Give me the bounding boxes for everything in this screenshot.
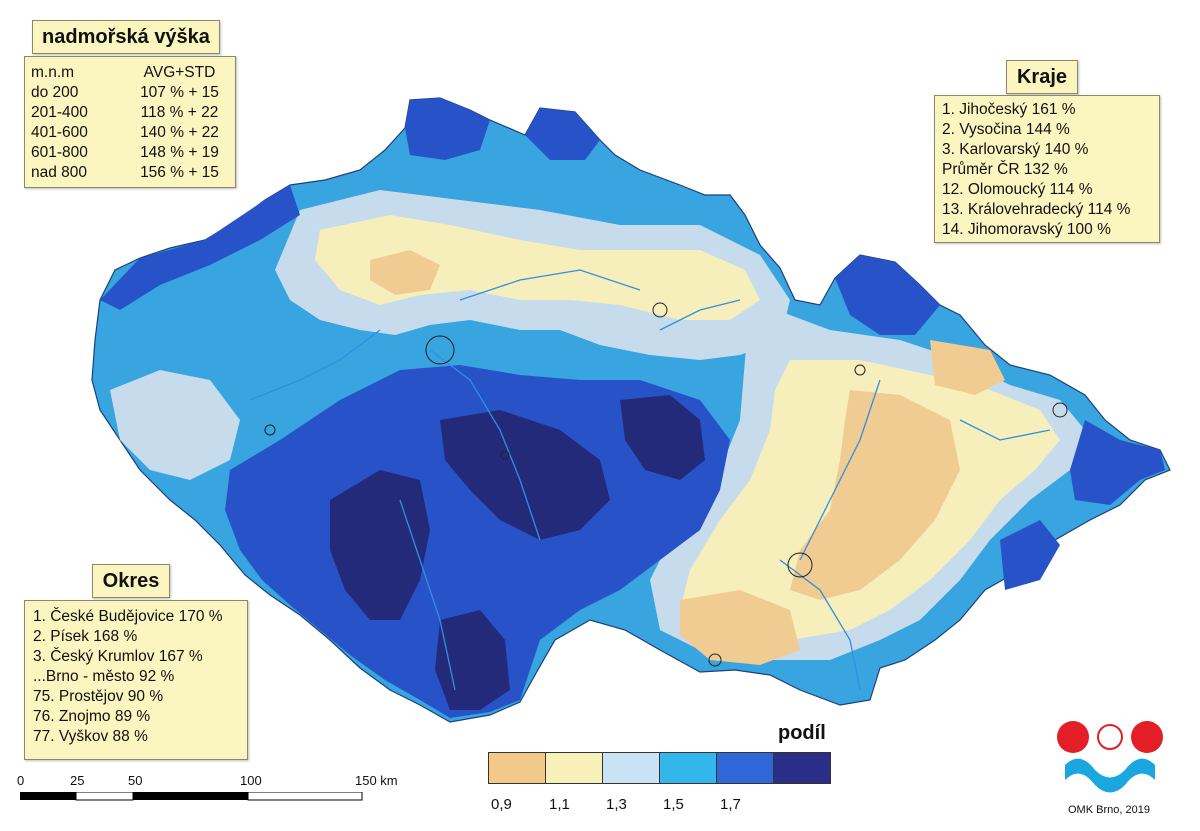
altitude-title-text: nadmořská výška: [42, 26, 210, 48]
logo-circle-left: [1057, 721, 1089, 753]
zone-tan-3: [680, 590, 800, 665]
logo-wave: [1065, 758, 1155, 793]
legend-swatch: [545, 752, 603, 784]
legend-swatch: [488, 752, 546, 784]
district-row: 1. České Budějovice 170 %: [33, 608, 223, 625]
altitude-header-row: m.n.m AVG+STD: [31, 63, 235, 83]
scale-label: 25: [70, 773, 85, 788]
region-row: 14. Jihomoravský 100 %: [942, 221, 1111, 238]
zone-beskydy-2: [1000, 520, 1060, 590]
region-row: 3. Karlovarský 140 %: [942, 141, 1089, 158]
legend-label: 0,9: [491, 796, 512, 813]
altitude-header-col1: m.n.m: [31, 64, 75, 81]
region-row: 2. Vysočina 144 %: [942, 121, 1070, 138]
altitude-range: do 200: [31, 84, 79, 101]
zone-tan-1: [370, 250, 440, 295]
legend-label: 1,1: [549, 796, 570, 813]
scale-label: 100: [240, 773, 262, 788]
credit-text: OMK Brno, 2019: [1068, 804, 1150, 816]
altitude-value: 156 % + 15: [140, 164, 219, 181]
region-row: 1. Jihočeský 161 %: [942, 101, 1076, 118]
legend-swatch: [773, 752, 831, 784]
altitude-range: 201-400: [31, 104, 88, 121]
altitude-range: nad 800: [31, 164, 88, 181]
altitude-range: 401-600: [31, 124, 88, 141]
zone-dark: [225, 365, 730, 718]
region-row: 13. Královehradecký 114 %: [942, 201, 1131, 218]
altitude-title: nadmořská výška: [32, 20, 220, 54]
scale-label: 50: [128, 773, 143, 788]
legend-label: 1,7: [720, 796, 741, 813]
altitude-header-col2: AVG+STD: [143, 64, 216, 81]
zone-jesenik: [835, 255, 940, 335]
region-row: Průměr ČR 132 %: [942, 161, 1068, 178]
omk-logo: [1057, 721, 1163, 793]
legend-swatch: [659, 752, 717, 784]
zone-darkest-4: [620, 395, 705, 480]
rivers: [249, 269, 1051, 691]
zone-beskydy: [1070, 420, 1165, 505]
legend-label: 1,5: [663, 796, 684, 813]
zone-darkest-1: [330, 470, 430, 620]
region-row: 12. Olomoucký 114 %: [942, 181, 1093, 198]
altitude-value: 148 % + 19: [140, 144, 219, 161]
zone-north-bohemia: [405, 98, 490, 160]
zone-light-3: [110, 370, 240, 480]
district-row: 3. Český Krumlov 167 %: [33, 648, 203, 665]
scale-label: 0: [17, 773, 25, 788]
districts-list: 1. České Budějovice 170 % 2. Písek 168 %…: [24, 600, 248, 760]
legend-label: 1,3: [606, 796, 627, 813]
regions-title-text: Kraje: [1016, 66, 1068, 88]
district-row: ...Brno - město 92 %: [33, 668, 175, 685]
district-row: 2. Písek 168 %: [33, 628, 138, 645]
altitude-row: 601-800 148 % + 19: [31, 143, 235, 163]
district-row: 75. Prostějov 90 %: [33, 688, 164, 705]
regions-list: 1. Jihočeský 161 % 2. Vysočina 144 % 3. …: [934, 95, 1160, 243]
districts-title-text: Okres: [102, 570, 160, 592]
district-row: 76. Znojmo 89 %: [33, 708, 151, 725]
legend-swatch: [716, 752, 774, 784]
districts-title: Okres: [92, 564, 170, 598]
scale-label: 150 km: [355, 773, 398, 788]
altitude-row: 201-400 118 % + 22: [31, 103, 235, 123]
district-row: 77. Vyškov 88 %: [33, 728, 148, 745]
altitude-range: 601-800: [31, 144, 88, 161]
zone-tan-2: [790, 390, 960, 600]
city-markers: [264, 302, 1068, 667]
zone-north-west: [100, 185, 300, 310]
zone-krkonose: [525, 108, 600, 160]
zone-tan-4: [930, 340, 1005, 395]
altitude-row: do 200 107 % + 15: [31, 83, 235, 103]
altitude-row: nad 800 156 % + 15: [31, 163, 235, 183]
logo-circle-right: [1131, 721, 1163, 753]
legend-title: podíl: [778, 722, 826, 744]
altitude-value: 107 % + 15: [140, 84, 219, 101]
logo-circle-middle: [1097, 724, 1123, 750]
regions-title: Kraje: [1006, 60, 1078, 94]
zone-darkest-2: [440, 410, 610, 540]
altitude-value: 140 % + 22: [140, 124, 219, 141]
legend-swatch: [602, 752, 660, 784]
altitude-value: 118 % + 22: [140, 104, 219, 121]
zone-cream-1: [315, 215, 760, 320]
scale-bar: [20, 792, 363, 801]
altitude-row: 401-600 140 % + 22: [31, 123, 235, 143]
altitude-table: m.n.m AVG+STD do 200 107 % + 15 201-400 11…: [24, 56, 236, 188]
